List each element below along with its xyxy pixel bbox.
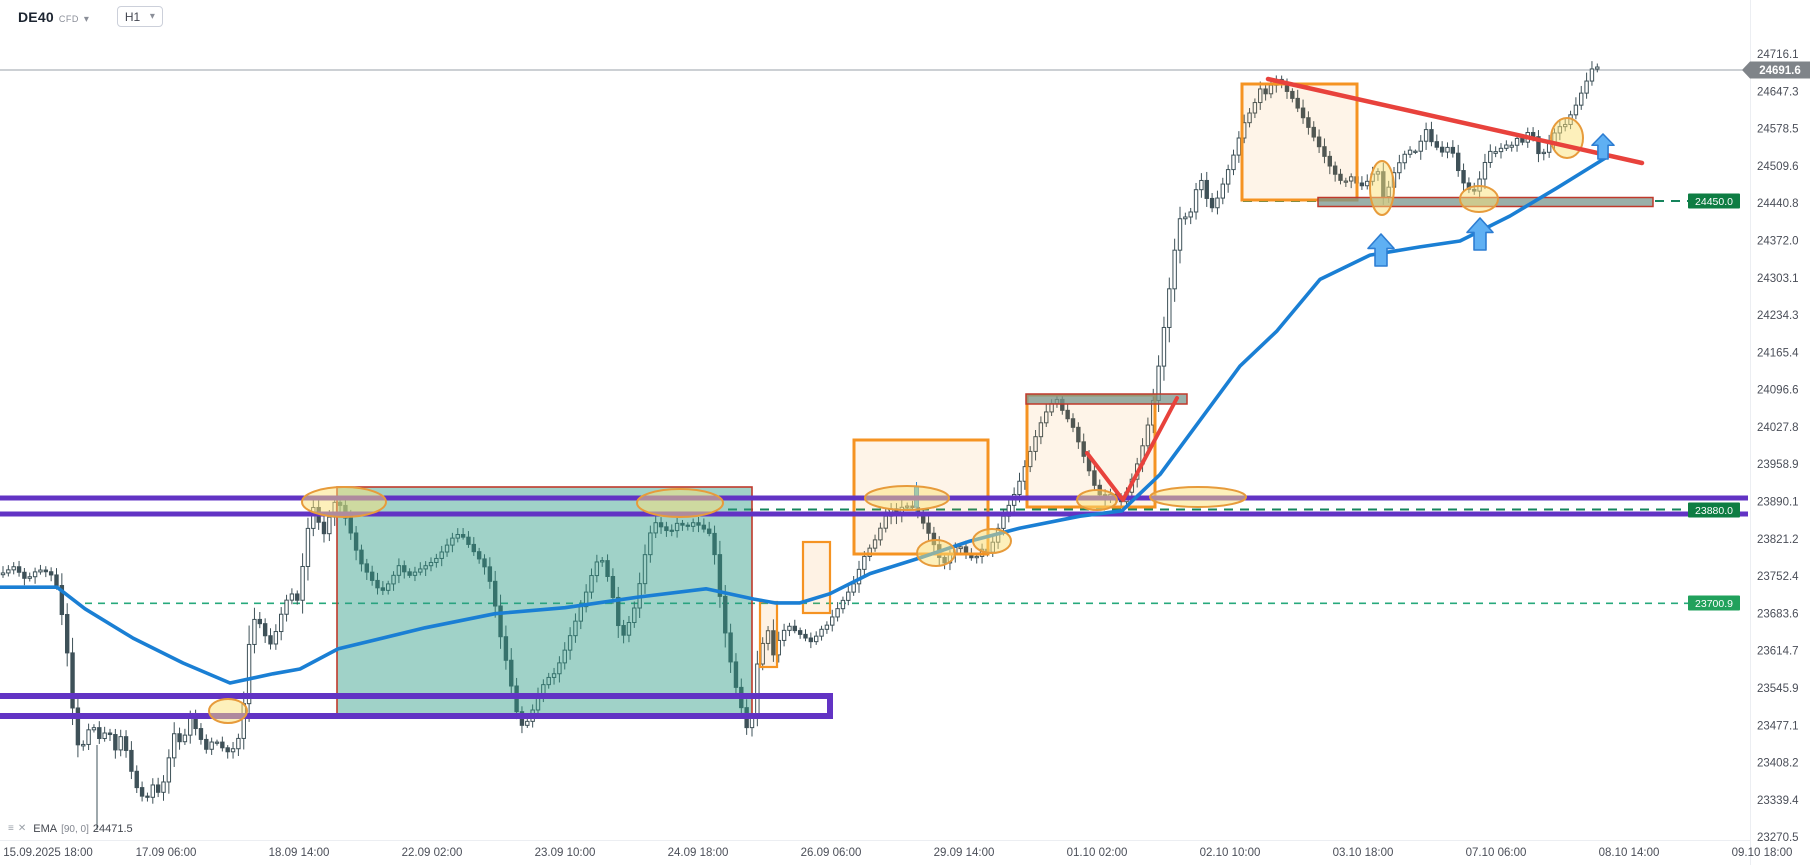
highlight-ellipse[interactable]	[1076, 489, 1118, 511]
svg-text:23700.9: 23700.9	[1695, 598, 1733, 610]
time-tick-label: 08.10 14:00	[1599, 847, 1660, 859]
price-tick-label: 24440.8	[1757, 198, 1799, 210]
price-tick-label: 24303.1	[1757, 273, 1799, 285]
time-tick-label: 18.09 14:00	[269, 847, 330, 859]
highlight-ellipse[interactable]	[1149, 486, 1247, 508]
price-tick-label: 23821.2	[1757, 534, 1799, 546]
price-tick-label: 24509.6	[1757, 161, 1799, 173]
highlight-ellipse[interactable]	[972, 528, 1012, 554]
orange-zone-breakout[interactable]	[1025, 393, 1157, 509]
highlight-ellipse[interactable]	[864, 485, 950, 511]
svg-text:24450.0: 24450.0	[1695, 196, 1733, 208]
red-trendlines[interactable]	[1085, 76, 1645, 502]
price-tick-label: 23477.1	[1757, 720, 1799, 732]
highlight-ellipse[interactable]	[301, 486, 387, 518]
price-tick-label: 24647.3	[1757, 86, 1799, 98]
time-tick-label: 22.09 02:00	[402, 847, 463, 859]
highlight-ellipse[interactable]	[1459, 185, 1499, 213]
highlight-ellipses[interactable]	[208, 117, 1584, 724]
timeframe-selector[interactable]: H1 ▾	[116, 6, 163, 27]
price-axis[interactable]: 24716.1 24647.3 24578.5 24509.6 24440.8 24372…	[1757, 49, 1799, 844]
v-reversal-line[interactable]	[1085, 396, 1179, 502]
time-tick-label: 15.09.2025 18:00	[3, 847, 93, 859]
time-tick-label: 24.09 18:00	[668, 847, 729, 859]
highlight-ellipse[interactable]	[1369, 160, 1395, 216]
price-tick-label: 24372.0	[1757, 235, 1799, 247]
orange-zone-top[interactable]	[1240, 82, 1359, 202]
price-tick-label: 23890.1	[1757, 497, 1799, 509]
price-tick-label: 23958.9	[1757, 459, 1799, 471]
price-level-badge: 24450.0	[1688, 193, 1740, 209]
price-tick-label: 24716.1	[1757, 49, 1799, 61]
time-tick-label: 01.10 02:00	[1067, 847, 1128, 859]
up-arrow-icon[interactable]	[1367, 233, 1395, 267]
highlight-ellipse[interactable]	[208, 698, 248, 724]
indicator-remove-icon[interactable]: ✕	[17, 823, 27, 834]
orange-zone-small-1[interactable]	[758, 600, 779, 669]
time-tick-label: 26.09 06:00	[801, 847, 862, 859]
svg-text:24691.6: 24691.6	[1759, 65, 1801, 77]
timeframe-label: H1	[124, 9, 141, 24]
price-tick-label: 24234.3	[1757, 310, 1799, 322]
up-arrow-icon[interactable]	[1466, 217, 1494, 251]
highlight-ellipse[interactable]	[916, 539, 956, 567]
annotation-zones[interactable]	[336, 82, 1654, 719]
instrument-type-label: CFD	[58, 13, 79, 24]
up-arrow-icon[interactable]	[1591, 133, 1615, 160]
price-tick-label: 23408.2	[1757, 758, 1799, 770]
chart-header: DE40 CFD ▾ H1 ▾	[18, 6, 163, 27]
indicator-legend: ≡ ✕ EMA [90, 0] 24471.5	[8, 823, 133, 835]
time-tick-label: 07.10 06:00	[1466, 847, 1527, 859]
buy-signal-arrows[interactable]	[1367, 133, 1615, 267]
svg-text:23880.0: 23880.0	[1695, 505, 1733, 517]
time-tick-label: 23.09 10:00	[535, 847, 596, 859]
price-tick-label: 24578.5	[1757, 124, 1799, 136]
symbol-selector[interactable]: DE40 CFD ▾	[18, 9, 89, 25]
current-price-badge: 24691.6	[1742, 61, 1810, 79]
price-tick-label: 23270.5	[1757, 832, 1799, 844]
resistance-bar-24100[interactable]	[1025, 393, 1188, 405]
time-axis[interactable]: 15.09.2025 18:00 17.09 06:00 18.09 14:00 22…	[3, 847, 1792, 859]
highlight-ellipse[interactable]	[636, 488, 724, 518]
price-tick-label: 23545.9	[1757, 683, 1799, 695]
purple-range-rectangle[interactable]	[0, 693, 833, 719]
price-level-badge: 23880.0	[1688, 502, 1740, 518]
chevron-down-icon: ▾	[149, 10, 155, 22]
price-tick-label: 23752.4	[1757, 571, 1799, 583]
price-tick-label: 23339.4	[1757, 795, 1799, 807]
price-tick-label: 23614.7	[1757, 646, 1799, 658]
price-tick-label: 24027.8	[1757, 422, 1799, 434]
indicator-value: 24471.5	[92, 823, 133, 835]
consolidation-zone-teal[interactable]	[336, 486, 753, 719]
price-tick-label: 24096.6	[1757, 385, 1799, 397]
symbol-name: DE40	[18, 8, 54, 25]
time-tick-label: 03.10 18:00	[1333, 847, 1394, 859]
price-level-badge: 23700.9	[1688, 595, 1740, 611]
price-tick-label: 24165.4	[1757, 347, 1799, 359]
indicator-name: EMA	[33, 823, 58, 835]
price-tick-label: 23683.6	[1757, 608, 1799, 620]
time-tick-label: 02.10 10:00	[1200, 847, 1261, 859]
highlight-ellipse[interactable]	[1550, 117, 1584, 159]
ema-line	[0, 154, 1610, 685]
time-tick-label: 09.10 18:00	[1732, 847, 1793, 859]
time-tick-label: 29.09 14:00	[934, 847, 995, 859]
indicator-settings-icon[interactable]: ≡	[8, 823, 14, 834]
chevron-down-icon: ▾	[83, 13, 89, 25]
descending-trendline[interactable]	[1265, 76, 1645, 166]
time-tick-label: 17.09 06:00	[136, 847, 197, 859]
indicator-params: [90, 0]	[61, 823, 89, 835]
